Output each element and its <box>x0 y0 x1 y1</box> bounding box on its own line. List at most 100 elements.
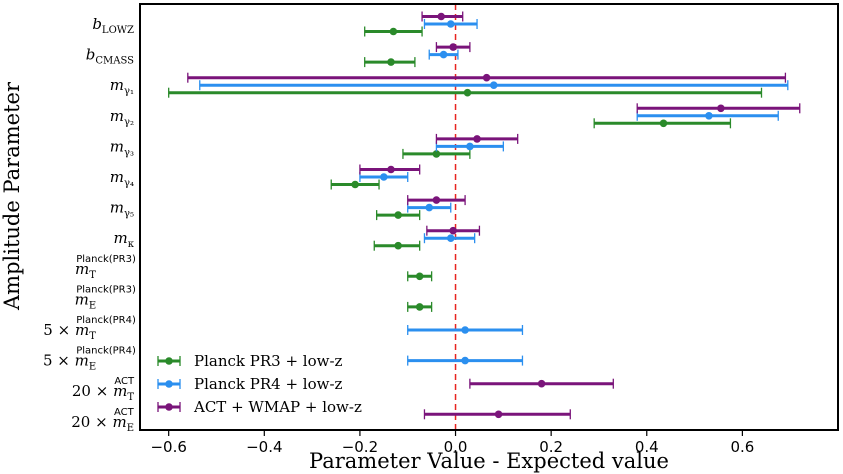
errorbar <box>407 301 433 312</box>
errorbar <box>168 87 763 98</box>
x-tick-label: 0.2 <box>539 438 563 456</box>
errorbar <box>435 133 519 144</box>
parameter-label: bLOWZ <box>92 15 134 36</box>
errorbar-point <box>394 211 402 219</box>
label-subscript: κ <box>128 239 135 250</box>
errorbar-point <box>463 88 472 97</box>
label-subscript: CMASS <box>95 56 134 67</box>
parameter-label: mγ₃ <box>110 137 134 158</box>
label-text: b <box>92 15 102 33</box>
label-subscript: T <box>89 270 96 281</box>
parameter-labels: bLOWZbCMASSmγ₁mγ₂mγ₃mγ₄mγ₅mκmTPlanck(PR3… <box>43 15 136 434</box>
errorbar-point <box>482 73 491 82</box>
label-superscript: Planck(PR3) <box>76 254 136 265</box>
errorbar-point <box>449 226 457 235</box>
label-text: m <box>110 107 124 125</box>
label-text: b <box>86 46 96 64</box>
errorbar <box>428 49 459 60</box>
label-subscript: γ₄ <box>124 178 134 189</box>
errorbar-point <box>351 180 359 189</box>
series-1 <box>168 26 763 312</box>
label-text: m <box>75 290 89 308</box>
legend-marker <box>165 380 173 388</box>
label-text: m <box>75 260 89 278</box>
errorbar <box>423 409 571 420</box>
errorbar-point <box>415 272 424 281</box>
errorbar <box>407 271 433 282</box>
parameter-label: 20 × mT <box>72 382 134 403</box>
x-tick-label: 0.0 <box>444 438 468 456</box>
errorbar <box>376 210 421 221</box>
errorbar-point <box>437 12 445 21</box>
label-text: 20 × <box>72 382 113 400</box>
parameter-label: mγ₅ <box>110 199 134 220</box>
errorbar-point <box>446 234 455 242</box>
legend-label: Planck PR3 + low-z <box>194 352 343 370</box>
legend-item: ACT + WMAP + low-z <box>157 398 362 416</box>
errorbar <box>407 202 452 213</box>
errorbar <box>407 355 524 366</box>
errorbar <box>187 72 787 83</box>
plot-area <box>139 3 839 431</box>
label-text: m <box>110 199 124 217</box>
label-text: m <box>110 168 124 186</box>
errorbar-point <box>425 203 434 212</box>
label-text: m <box>112 413 126 431</box>
errorbar <box>359 164 421 175</box>
label-subscript: γ₁ <box>124 86 134 97</box>
legend-marker <box>165 357 173 365</box>
errorbar-point <box>537 379 546 388</box>
parameter-label: mγ₁ <box>110 76 134 97</box>
errorbar-point <box>461 356 469 365</box>
series-3 <box>187 11 801 420</box>
label-superscript: ACT <box>114 376 135 387</box>
errorbar <box>330 179 380 190</box>
errorbar-point <box>432 196 441 204</box>
parameter-label: 5 × mT <box>43 321 96 342</box>
x-tick-label: −0.4 <box>246 438 282 456</box>
parameter-label: bCMASS <box>86 46 134 67</box>
errorbar <box>402 148 471 159</box>
errorbar-point <box>432 150 441 158</box>
errorbar-point <box>659 119 668 128</box>
errorbar <box>426 225 481 236</box>
x-tick-label: 0.6 <box>730 438 754 456</box>
label-text: m <box>110 76 124 94</box>
x-axis-title: Parameter Value - Expected value <box>309 449 669 473</box>
label-text: m <box>75 352 89 370</box>
errorbar-point <box>717 104 725 113</box>
errorbar-point <box>389 27 398 36</box>
label-subscript: LOWZ <box>102 25 134 36</box>
plot-frame <box>139 3 839 431</box>
series-2 <box>199 19 789 366</box>
errorbar <box>407 195 466 206</box>
errorbar-point <box>466 142 474 151</box>
label-subscript: E <box>89 300 96 311</box>
errorbar-point <box>394 241 402 250</box>
label-text: m <box>113 382 127 400</box>
label-subscript: T <box>127 392 134 403</box>
label-subscript: γ₃ <box>124 147 134 158</box>
legend-item: Planck PR4 + low-z <box>157 375 343 393</box>
errorbar <box>435 42 471 53</box>
errorbar <box>364 57 416 68</box>
errorbar <box>199 80 789 91</box>
label-subscript: γ₅ <box>124 209 134 220</box>
errorbar <box>636 110 779 121</box>
errorbar <box>421 11 464 22</box>
errorbar-point <box>446 20 455 28</box>
errorbar-point <box>387 58 395 66</box>
x-tick-label: 0.4 <box>635 438 659 456</box>
legend-item: Planck PR3 + low-z <box>157 352 343 370</box>
x-axis-ticks: −0.6 −0.4 −0.2 0.0 0.2 0.4 0.6 <box>150 430 754 456</box>
parameter-label: mT <box>75 260 96 281</box>
label-subscript: E <box>127 423 134 434</box>
errorbar <box>469 378 614 389</box>
errorbar <box>593 118 732 129</box>
x-tick-label: −0.6 <box>150 438 186 456</box>
errorbar-point <box>380 173 388 181</box>
label-subscript: E <box>89 362 96 373</box>
errorbar-point <box>449 43 457 51</box>
label-text: 5 × <box>43 352 75 370</box>
